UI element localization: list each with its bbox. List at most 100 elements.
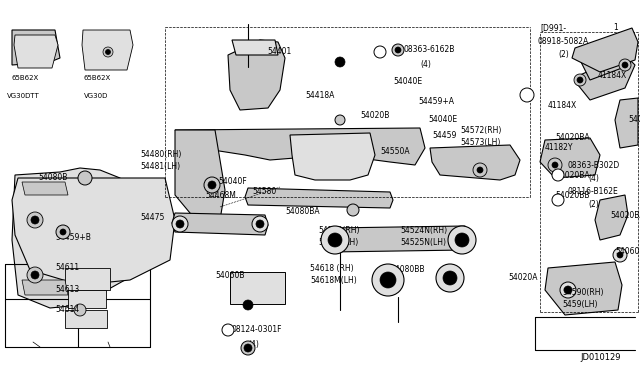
Circle shape	[619, 59, 631, 71]
Polygon shape	[14, 35, 58, 68]
Text: 54040F: 54040F	[218, 177, 247, 186]
Text: 54590(RH): 54590(RH)	[562, 288, 604, 296]
Polygon shape	[290, 133, 375, 180]
Text: VG30D: VG30D	[84, 93, 108, 99]
Text: 54020BA: 54020BA	[555, 134, 589, 142]
Text: 54020B: 54020B	[360, 110, 389, 119]
Text: 54525N(LH): 54525N(LH)	[400, 238, 446, 247]
Circle shape	[436, 264, 464, 292]
Polygon shape	[22, 280, 68, 295]
Circle shape	[176, 220, 184, 228]
Text: (4): (4)	[588, 173, 599, 183]
Text: 54613: 54613	[55, 285, 79, 295]
Circle shape	[374, 46, 386, 58]
Text: (4): (4)	[248, 340, 259, 350]
Text: 54459: 54459	[432, 131, 456, 140]
Text: 54020BB: 54020BB	[555, 190, 589, 199]
Polygon shape	[540, 138, 600, 178]
Circle shape	[106, 49, 111, 55]
Text: 54614: 54614	[55, 305, 79, 314]
Circle shape	[448, 226, 476, 254]
Circle shape	[222, 324, 234, 336]
Text: 54580: 54580	[252, 187, 276, 196]
Circle shape	[335, 115, 345, 125]
Text: 54020A: 54020A	[508, 273, 538, 282]
Bar	[68, 290, 106, 308]
Circle shape	[335, 57, 345, 67]
Text: 54060B: 54060B	[215, 270, 244, 279]
Text: 54618M(LH): 54618M(LH)	[310, 276, 356, 285]
Text: 54020BA: 54020BA	[555, 170, 589, 180]
Text: 54500(RH): 54500(RH)	[318, 225, 360, 234]
Circle shape	[552, 194, 564, 206]
Text: 54573(LH): 54573(LH)	[460, 138, 500, 148]
Polygon shape	[12, 178, 175, 285]
Bar	[65, 268, 110, 290]
Text: 54418A: 54418A	[305, 90, 334, 99]
Text: B: B	[225, 327, 230, 333]
Circle shape	[392, 44, 404, 56]
Circle shape	[613, 248, 627, 262]
Polygon shape	[578, 55, 635, 100]
Circle shape	[328, 233, 342, 247]
Polygon shape	[82, 30, 133, 70]
Circle shape	[78, 171, 92, 185]
Circle shape	[443, 271, 457, 285]
Text: 54459+B: 54459+B	[55, 234, 91, 243]
Circle shape	[31, 271, 39, 279]
Circle shape	[617, 252, 623, 258]
Text: 65B62X: 65B62X	[12, 75, 39, 81]
Text: (2): (2)	[558, 51, 569, 60]
Text: 54468M: 54468M	[205, 192, 236, 201]
Text: 54618 (RH): 54618 (RH)	[310, 263, 354, 273]
Text: 41182Y: 41182Y	[545, 144, 573, 153]
Text: 08918-5082A: 08918-5082A	[538, 38, 589, 46]
Text: 54080BA: 54080BA	[285, 208, 319, 217]
Polygon shape	[232, 40, 278, 55]
Text: 54060B: 54060B	[615, 247, 640, 257]
Circle shape	[560, 282, 576, 298]
Polygon shape	[175, 128, 425, 165]
Text: 54080BB: 54080BB	[390, 266, 424, 275]
Polygon shape	[175, 130, 225, 225]
Polygon shape	[22, 182, 68, 195]
Text: 65B62X: 65B62X	[83, 75, 110, 81]
Text: VG30DTT: VG30DTT	[7, 93, 40, 99]
Polygon shape	[228, 40, 285, 110]
Polygon shape	[430, 145, 520, 180]
Circle shape	[477, 167, 483, 173]
Circle shape	[347, 204, 359, 216]
Text: 1: 1	[613, 23, 618, 32]
Text: 41184X: 41184X	[548, 100, 577, 109]
Circle shape	[622, 62, 628, 68]
Text: B: B	[556, 198, 561, 202]
Text: 08124-0301F: 08124-0301F	[232, 326, 282, 334]
Text: 54480(RH): 54480(RH)	[140, 151, 181, 160]
Polygon shape	[12, 30, 60, 65]
Polygon shape	[327, 226, 468, 252]
Text: 08363-B302D: 08363-B302D	[567, 160, 620, 170]
Circle shape	[241, 341, 255, 355]
Circle shape	[548, 158, 562, 172]
Text: 54501(LH): 54501(LH)	[318, 238, 358, 247]
Text: S: S	[378, 49, 382, 55]
Text: 54475: 54475	[140, 214, 164, 222]
Circle shape	[256, 220, 264, 228]
Circle shape	[372, 264, 404, 296]
Circle shape	[208, 181, 216, 189]
Circle shape	[60, 229, 66, 235]
Text: 54401: 54401	[267, 48, 291, 57]
Text: 54481(LH): 54481(LH)	[140, 163, 180, 171]
Polygon shape	[580, 35, 635, 80]
Circle shape	[74, 304, 86, 316]
Text: 54020BA: 54020BA	[610, 211, 640, 219]
Text: 54020C: 54020C	[628, 115, 640, 125]
Circle shape	[31, 216, 39, 224]
Circle shape	[455, 233, 469, 247]
Polygon shape	[595, 195, 628, 240]
Text: 08116-B162E: 08116-B162E	[567, 187, 618, 196]
Text: 54524N(RH): 54524N(RH)	[400, 225, 447, 234]
Circle shape	[577, 77, 583, 83]
Circle shape	[552, 162, 558, 168]
Circle shape	[27, 267, 43, 283]
